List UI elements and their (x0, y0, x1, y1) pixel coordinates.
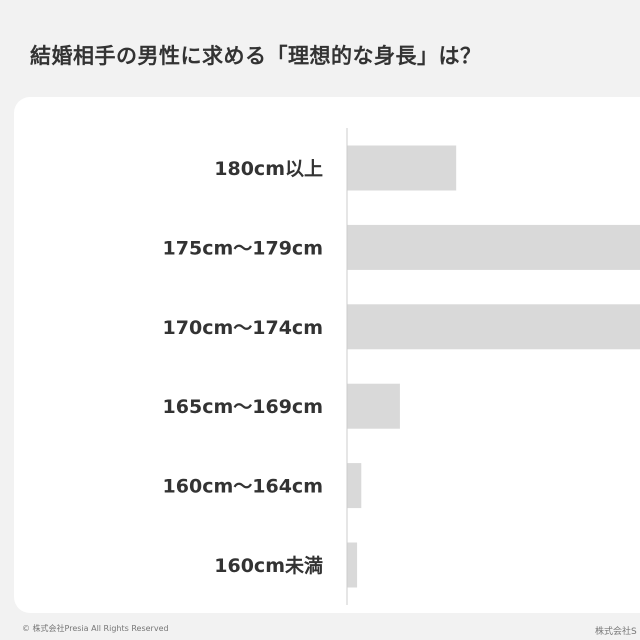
category-label: 165cm〜169cm (163, 396, 323, 418)
category-label: 180cm以上 (214, 158, 323, 180)
bar (347, 463, 362, 509)
copyright-text: © 株式会社Presia All Rights Reserved (22, 624, 169, 633)
chart-title: 結婚相手の男性に求める「理想的な身長」は？ (30, 44, 482, 68)
bar (347, 145, 457, 191)
company-credit: 株式会社S (595, 627, 637, 637)
chart-card (14, 97, 640, 613)
bar (347, 304, 640, 350)
bar (347, 383, 400, 429)
category-label: 170cm〜174cm (163, 317, 323, 339)
bar (347, 542, 358, 588)
bar (347, 224, 640, 270)
category-label: 175cm〜179cm (163, 237, 323, 259)
category-label: 160cm〜164cm (163, 476, 323, 498)
category-label: 160cm未満 (214, 554, 323, 577)
